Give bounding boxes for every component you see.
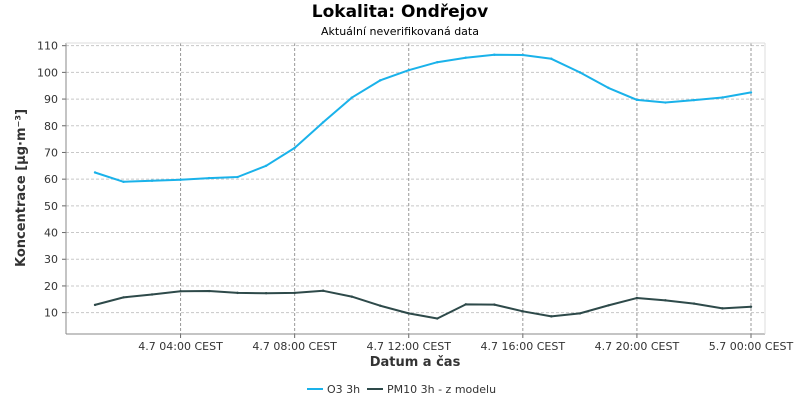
data-point: [578, 312, 582, 315]
data-point: [635, 296, 639, 300]
y-tick-label: 100: [37, 66, 58, 79]
data-point: [521, 310, 525, 313]
data-point: [264, 164, 268, 168]
data-point: [635, 98, 639, 102]
series-line-pm10: [94, 289, 752, 320]
x-tick-label: 5.7 00:00 CEST: [709, 340, 794, 353]
y-tick-label: 110: [37, 40, 58, 53]
x-tick-label: 4.7 08:00 CEST: [252, 340, 337, 353]
data-point: [236, 175, 239, 179]
axes: 10 20 30 40 50 60 70 80 90 100 110 4.7 04:00 CEST 4.…: [37, 40, 794, 353]
data-point: [749, 305, 753, 308]
y-tick-label: 60: [44, 173, 58, 186]
data-point: [150, 179, 154, 182]
series-line-o3: [94, 53, 752, 183]
x-tick-label: 4.7 04:00 CEST: [138, 340, 223, 353]
data-point: [236, 291, 239, 295]
data-point: [293, 291, 296, 295]
data-point: [93, 171, 97, 174]
y-tick-label: 20: [44, 280, 58, 293]
data-point: [721, 307, 724, 310]
data-point: [379, 79, 382, 82]
series-group: [93, 53, 753, 320]
data-point: [436, 317, 439, 320]
y-tick-label: 90: [44, 93, 58, 106]
data-point: [664, 101, 667, 104]
data-point: [664, 299, 667, 302]
chart-subtitle: Aktuální neverifikovaná data: [321, 25, 479, 38]
data-point: [207, 289, 211, 293]
y-tick-label: 30: [44, 253, 58, 266]
data-point: [464, 56, 467, 59]
data-point: [350, 96, 353, 99]
y-tick-label: 40: [44, 227, 58, 240]
data-point: [207, 176, 211, 180]
legend: O3 3h PM10 3h - z modelu: [307, 383, 496, 396]
data-point: [692, 302, 696, 305]
data-point: [150, 293, 154, 296]
data-point: [293, 146, 296, 150]
legend-label: PM10 3h - z modelu: [387, 383, 496, 396]
data-point: [321, 289, 325, 292]
data-point: [721, 96, 724, 99]
data-point: [578, 71, 582, 74]
y-tick-label: 70: [44, 146, 58, 159]
data-point: [692, 98, 696, 102]
y-axis-label: Koncentrace [µg·m⁻³]: [14, 109, 29, 267]
data-point: [179, 178, 182, 181]
data-point: [749, 91, 753, 94]
data-point: [407, 69, 410, 72]
data-point: [550, 57, 553, 60]
x-tick-label: 4.7 12:00 CEST: [366, 340, 451, 353]
data-point: [264, 291, 268, 295]
data-point: [350, 295, 353, 298]
plot-area: [66, 43, 765, 334]
data-point: [407, 312, 410, 315]
x-tick-label: 4.7 20:00 CEST: [595, 340, 680, 353]
grid: [66, 43, 765, 334]
data-point: [436, 61, 439, 64]
x-axis-label: Datum a čas: [370, 355, 461, 370]
x-tick-label: 4.7 16:00 CEST: [481, 340, 566, 353]
data-point: [122, 180, 125, 184]
y-tick-label: 10: [44, 307, 58, 320]
data-point: [379, 304, 382, 307]
data-point: [550, 315, 553, 318]
data-point: [607, 86, 610, 90]
data-point: [321, 121, 325, 124]
data-point: [607, 304, 610, 307]
data-point: [521, 53, 525, 57]
data-point: [122, 296, 125, 299]
data-point: [464, 303, 467, 306]
data-point: [493, 303, 496, 306]
data-point: [93, 303, 97, 307]
legend-label: O3 3h: [327, 383, 360, 396]
data-point: [493, 53, 496, 56]
y-tick-label: 50: [44, 200, 58, 213]
chart-title: Lokalita: Ondřejov: [312, 2, 488, 22]
data-point: [179, 290, 182, 293]
y-tick-label: 80: [44, 120, 58, 133]
